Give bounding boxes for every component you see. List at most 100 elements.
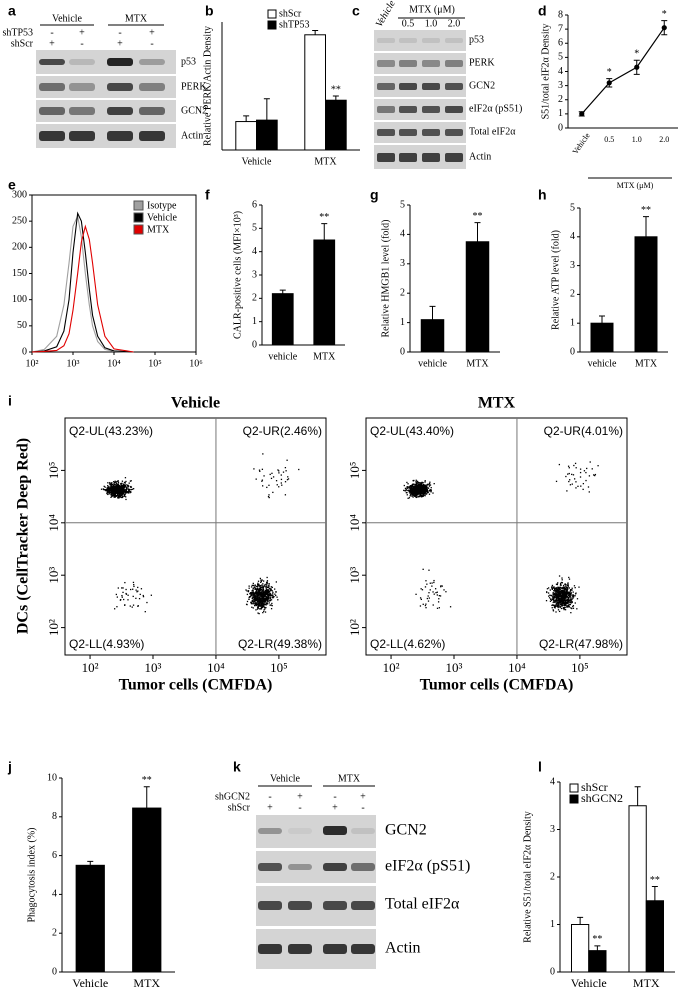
event-dot	[409, 492, 411, 494]
event-dot	[113, 484, 115, 487]
event-dot	[555, 597, 557, 599]
event-dot	[110, 489, 113, 492]
condition-sign: -	[361, 802, 364, 813]
event-dot	[567, 597, 570, 599]
event-dot	[261, 596, 263, 598]
event-dot	[562, 599, 564, 602]
event-dot	[257, 580, 260, 582]
event-dot	[411, 488, 413, 491]
event-dot	[270, 594, 273, 596]
event-dot	[110, 496, 112, 498]
y-tick-label: 6	[558, 38, 563, 49]
event-dot	[572, 597, 574, 600]
event-dot	[415, 491, 417, 494]
event-dot	[265, 596, 268, 598]
event-dot	[426, 597, 429, 600]
event-dot	[110, 492, 112, 494]
event-dot	[255, 599, 257, 601]
event-dot	[412, 492, 415, 494]
event-dot	[268, 597, 270, 599]
event-dot	[272, 476, 275, 478]
event-dot	[245, 589, 247, 591]
event-dot	[557, 598, 559, 600]
event-dot	[563, 597, 565, 600]
event-dot	[418, 491, 421, 493]
event-dot	[411, 483, 414, 486]
event-dot	[413, 479, 415, 482]
event-dot	[569, 594, 572, 596]
event-dot	[556, 601, 558, 604]
event-dot	[435, 591, 437, 594]
panel-letter: b	[205, 3, 214, 19]
event-dot	[120, 486, 122, 488]
event-dot	[559, 592, 561, 594]
event-dot	[261, 595, 264, 598]
y-tick-label: 3	[252, 269, 257, 280]
bar	[256, 119, 278, 151]
event-dot	[403, 489, 405, 492]
event-dot	[121, 486, 123, 488]
event-dot	[421, 489, 423, 491]
event-dot	[562, 597, 564, 599]
event-dot	[248, 585, 250, 587]
event-dot	[122, 591, 124, 594]
event-dot	[555, 611, 557, 613]
event-dot	[266, 599, 268, 601]
error-bar	[279, 289, 286, 294]
event-dot	[570, 600, 572, 602]
condition-sign: +	[332, 802, 338, 813]
event-dot	[270, 589, 272, 591]
event-dot	[269, 592, 271, 594]
event-dot	[150, 594, 153, 596]
event-dot	[561, 592, 563, 594]
event-dot	[574, 593, 577, 595]
event-dot	[415, 487, 418, 490]
significance: **	[641, 205, 651, 216]
event-dot	[562, 586, 565, 588]
event-dot	[258, 588, 261, 590]
event-dot	[256, 601, 258, 603]
event-dot	[571, 483, 573, 485]
event-dot	[122, 587, 124, 589]
event-dot	[267, 595, 269, 597]
event-dot	[427, 595, 429, 597]
event-dot	[576, 608, 578, 610]
event-dot	[560, 598, 562, 601]
event-dot	[278, 486, 280, 488]
event-dot	[572, 591, 574, 593]
event-dot	[416, 483, 418, 486]
event-dot	[556, 587, 558, 589]
event-dot	[111, 495, 114, 497]
panel-letter: a	[8, 3, 16, 19]
event-dot	[253, 586, 256, 588]
event-dot	[246, 590, 248, 592]
event-dot	[567, 465, 570, 467]
event-dot	[426, 487, 428, 489]
event-dot	[570, 599, 572, 601]
event-dot	[572, 605, 574, 608]
event-dot	[113, 608, 116, 610]
event-dot	[277, 599, 279, 601]
event-dot	[553, 606, 556, 609]
event-dot	[260, 595, 263, 597]
event-dot	[254, 602, 257, 605]
event-dot	[427, 490, 429, 492]
event-dot	[568, 578, 571, 580]
event-dot	[571, 595, 573, 597]
y-axis-label: Relative ATP level (fold)	[550, 230, 561, 330]
event-dot	[572, 594, 574, 596]
event-dot	[571, 587, 573, 589]
event-dot	[561, 588, 563, 590]
event-dot	[263, 605, 265, 608]
event-dot	[121, 594, 123, 597]
legend-swatch	[569, 794, 579, 804]
event-dot	[559, 601, 561, 603]
event-dot	[430, 491, 432, 493]
event-dot	[554, 589, 556, 591]
event-dot	[267, 595, 270, 598]
event-dot	[423, 485, 426, 487]
event-dot	[266, 601, 268, 603]
event-dot	[130, 486, 133, 488]
event-dot	[561, 602, 563, 605]
event-dot	[116, 596, 118, 598]
